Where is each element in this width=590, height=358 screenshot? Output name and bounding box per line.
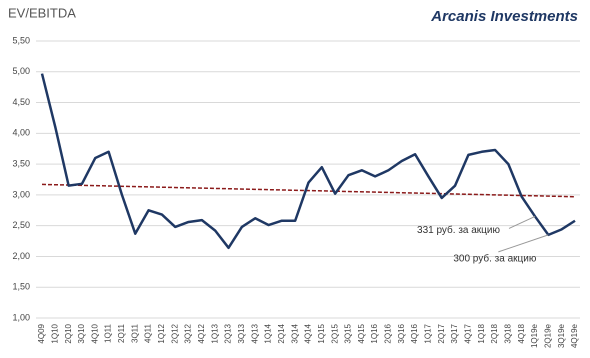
y-tick-label: 3,00 — [12, 189, 30, 199]
x-tick-label: 4Q13 — [250, 323, 259, 343]
x-tick-label: 3Q12 — [184, 323, 193, 343]
x-tick-label: 3Q16 — [397, 323, 406, 343]
x-tick-label: 3Q15 — [344, 323, 353, 343]
x-tick-label: 1Q16 — [370, 323, 379, 343]
x-tick-label: 2Q19e — [543, 323, 552, 348]
x-tick-label: 2Q15 — [330, 323, 339, 343]
x-tick-label: 4Q09 — [37, 323, 46, 343]
annotation: 300 руб. за акцию — [453, 253, 536, 265]
x-tick-label: 2Q18 — [490, 323, 499, 343]
x-tick-label: 1Q12 — [157, 323, 166, 343]
x-tick-label: 2Q11 — [117, 323, 126, 343]
x-tick-label: 1Q19e — [530, 323, 539, 348]
annotation-line — [498, 234, 549, 253]
y-tick-label: 1,00 — [12, 312, 30, 322]
x-tick-label: 3Q19e — [557, 323, 566, 348]
data-line — [40, 73, 576, 250]
brand: Arcanis Investments — [430, 8, 578, 25]
annotation-line — [508, 215, 536, 229]
x-tick-label: 1Q11 — [104, 323, 113, 343]
x-tick-label: 4Q16 — [410, 323, 419, 343]
y-tick-label: 5,00 — [12, 66, 30, 76]
annotation: 331 руб. за акцию — [417, 224, 500, 236]
x-tick-label: 2Q17 — [437, 323, 446, 343]
x-tick-label: 1Q17 — [424, 323, 433, 343]
x-tick-label: 1Q10 — [50, 323, 59, 343]
x-tick-label: 2Q12 — [170, 323, 179, 343]
x-tick-label: 4Q17 — [464, 323, 473, 343]
x-tick-label: 2Q13 — [224, 323, 233, 343]
x-tick-label: 3Q11 — [130, 323, 139, 343]
x-tick-label: 2Q10 — [64, 323, 73, 343]
x-tick-label: 3Q13 — [237, 323, 246, 343]
x-tick-label: 1Q18 — [477, 323, 486, 343]
x-tick-label: 4Q10 — [90, 323, 99, 343]
x-tick-label: 2Q14 — [277, 323, 286, 343]
y-tick-label: 1,50 — [12, 282, 30, 292]
y-tick-label: 4,00 — [12, 128, 30, 138]
x-tick-label: 4Q14 — [304, 323, 313, 343]
x-tick-label: 4Q18 — [517, 323, 526, 343]
x-tick-label: 1Q15 — [317, 323, 326, 343]
x-tick-label: 2Q16 — [384, 323, 393, 343]
y-tick-label: 2,50 — [12, 220, 30, 230]
x-tick-label: 1Q13 — [210, 323, 219, 343]
y-tick-label: 3,50 — [12, 158, 30, 168]
x-tick-label: 1Q14 — [264, 323, 273, 343]
chart-title: EV/EBITDA — [8, 5, 76, 20]
y-tick-label: 2,00 — [12, 251, 30, 261]
x-tick-label: 3Q17 — [450, 323, 459, 343]
x-tick-label: 4Q19e — [570, 323, 579, 348]
trend-line — [41, 183, 576, 198]
x-tick-label: 3Q18 — [503, 323, 512, 343]
y-tick-label: 5,50 — [12, 35, 30, 45]
y-tick-label: 4,50 — [12, 97, 30, 107]
x-tick-label: 3Q14 — [290, 323, 299, 343]
x-tick-label: 3Q10 — [77, 323, 86, 343]
x-tick-label: 4Q15 — [357, 323, 366, 343]
x-tick-label: 4Q12 — [197, 323, 206, 343]
x-tick-label: 4Q11 — [144, 323, 153, 343]
